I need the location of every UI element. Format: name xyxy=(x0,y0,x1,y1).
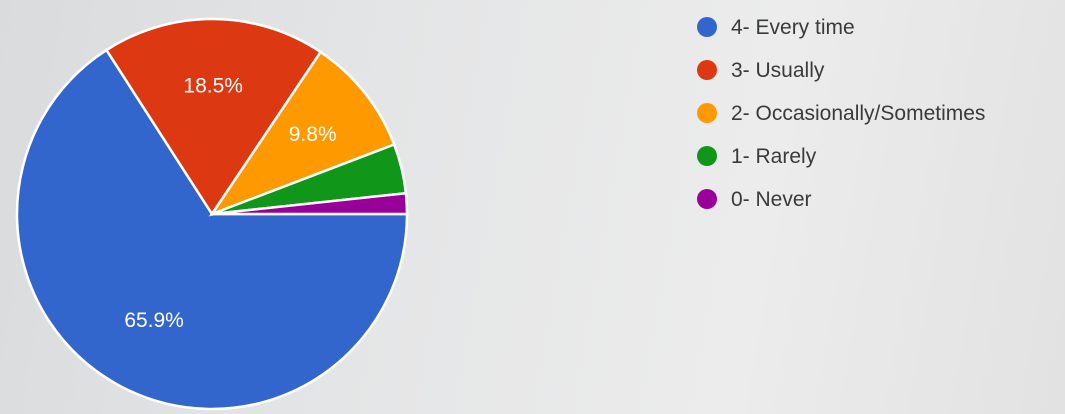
pie-slice-0 xyxy=(15,48,409,411)
legend-label-4: 0- Never xyxy=(731,188,812,211)
legend-swatch-4 xyxy=(697,189,717,209)
chart-legend: 4- Every time 3- Usually 2- Occasionally/S… xyxy=(697,16,985,211)
legend-label-0: 4- Every time xyxy=(731,16,855,39)
pie-slice-label-2: 9.8% xyxy=(289,123,337,146)
pie-slice-2 xyxy=(208,50,396,217)
pie-slice-label-0: 65.9% xyxy=(124,309,184,332)
pie-slice-4 xyxy=(211,191,409,216)
pie-slices xyxy=(15,17,409,411)
pie-slice-label-1: 18.5% xyxy=(183,74,243,97)
legend-swatch-1 xyxy=(697,60,717,80)
legend-swatch-2 xyxy=(697,103,717,123)
legend-label-1: 3- Usually xyxy=(731,59,825,82)
legend-label-2: 2- Occasionally/Sometimes xyxy=(731,102,985,125)
pie-slice-1 xyxy=(104,17,323,217)
pie-slice-labels: 65.9% 18.5% 9.8% xyxy=(124,74,336,332)
legend-swatch-3 xyxy=(697,146,717,166)
legend-swatch-0 xyxy=(697,17,717,37)
legend-label-3: 1- Rarely xyxy=(731,145,817,168)
